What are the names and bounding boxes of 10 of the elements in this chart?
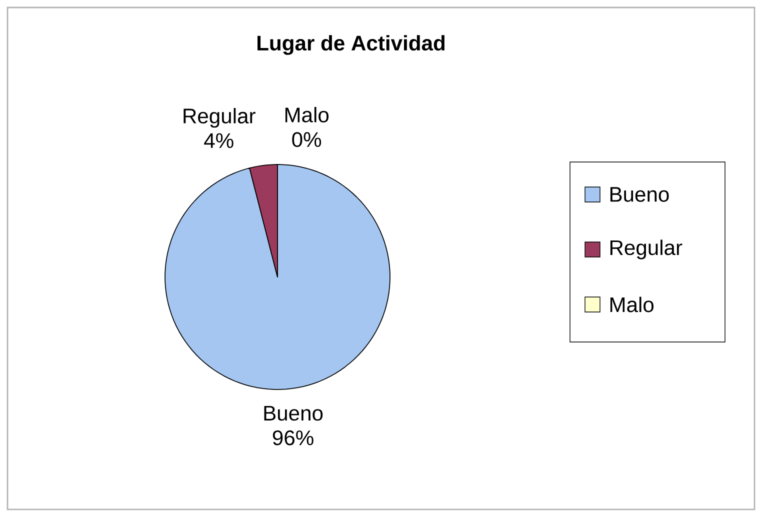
legend-label: Malo (610, 296, 654, 312)
slice-label: Bueno (264, 406, 323, 421)
data-label: 96% (272, 430, 314, 446)
data-label: 4% (204, 133, 234, 148)
legend-label: Bueno (610, 187, 669, 202)
category-label: Malo (285, 106, 329, 122)
slice-label: Regular (184, 108, 256, 128)
chart-title: Lugar de Actividad (258, 35, 445, 55)
text: 0% (292, 132, 322, 148)
legend-label: Regular (610, 240, 682, 260)
